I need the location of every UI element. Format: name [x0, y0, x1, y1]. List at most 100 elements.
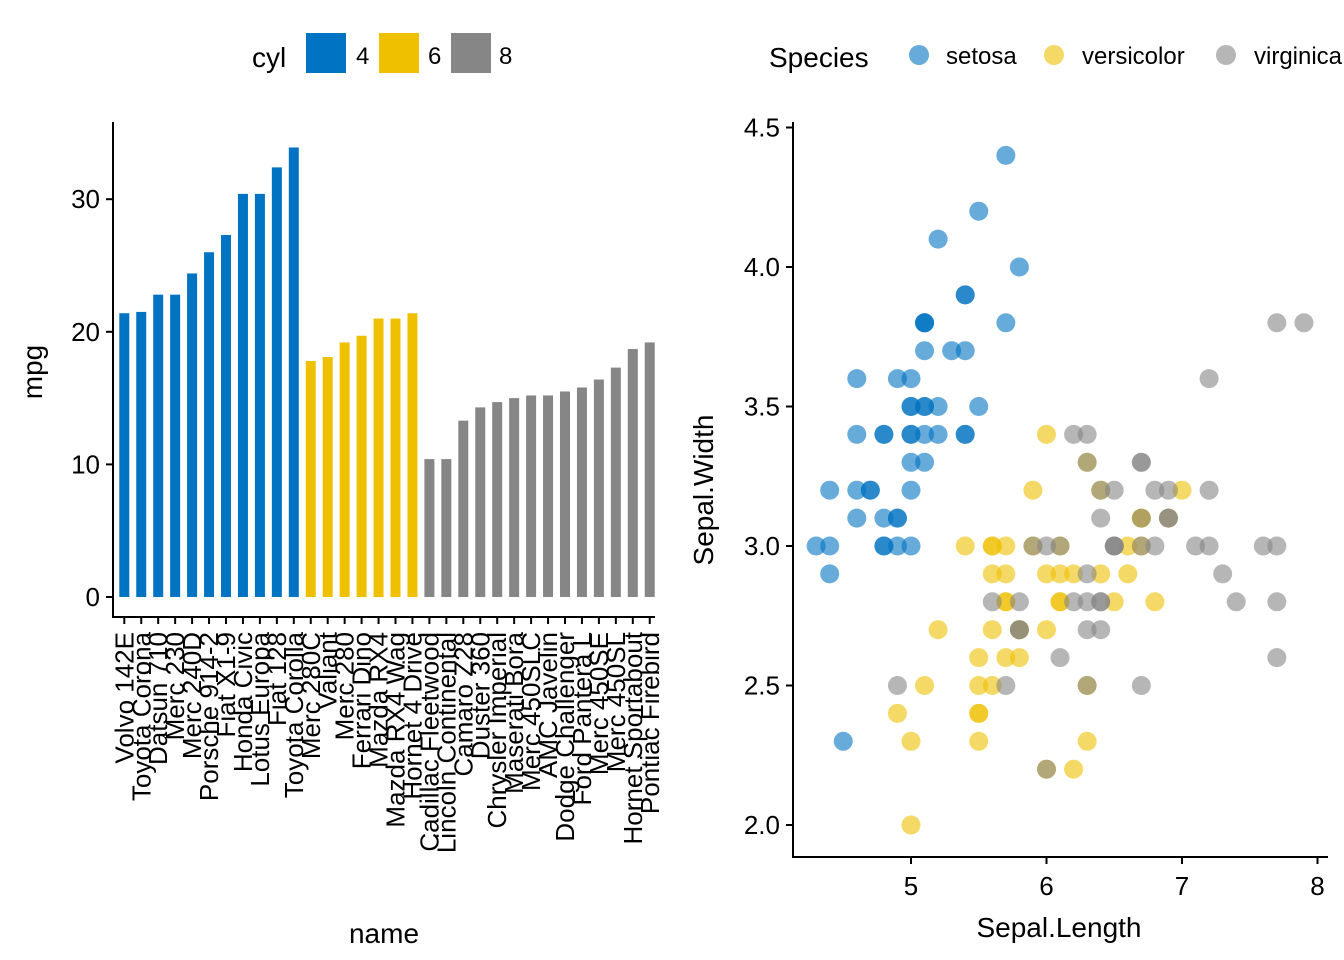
scatter-y-tick-label: 2.5 [744, 671, 780, 701]
scatter-point-virginica [1064, 424, 1084, 444]
bar-y-axis-title: mpg [17, 345, 48, 399]
bar-x-axis-title: name [349, 918, 419, 949]
bar-x-tick-label: Pontiac Firebird [635, 632, 665, 814]
scatter-point-virginica [1226, 592, 1246, 612]
scatter-point-setosa [928, 424, 948, 444]
bar-x-tick-label: Duster 360 [465, 632, 495, 759]
scatter-point-versicolor [955, 536, 975, 556]
scatter-point-virginica [1077, 592, 1097, 612]
bar [407, 313, 418, 597]
bar-x-tick-label: Dodge Challenger [550, 632, 580, 842]
scatter-point-virginica [1091, 620, 1111, 640]
scatter-point-virginica [1037, 759, 1056, 779]
bar [305, 360, 316, 597]
scatter-point-setosa [996, 145, 1016, 165]
scatter-point-setosa [874, 424, 894, 444]
scatter-point-versicolor [1050, 592, 1070, 612]
bar [441, 459, 452, 597]
scatter-point-virginica [1267, 313, 1287, 333]
bar [576, 387, 587, 597]
bar-x-tick-label: Honda Civic [228, 632, 258, 772]
scatter-point-setosa [847, 480, 867, 500]
bar-x-tick-label: Datsun 710 [143, 632, 173, 765]
scatter-point-setosa [915, 397, 935, 416]
bar-x-tick-label: Mazda RX4 [364, 632, 394, 768]
scatter-point-versicolor [1050, 564, 1070, 584]
scatter-point-virginica [1077, 564, 1097, 584]
scatter-point-virginica [1091, 508, 1111, 528]
scatter-point-virginica [1267, 536, 1287, 556]
scatter-point-virginica [1077, 424, 1097, 444]
scatter-point-setosa [955, 285, 975, 305]
scatter-point-setosa [806, 536, 826, 556]
bar-x-tick-label: Hornet Sportabout [618, 631, 648, 844]
scatter-point-setosa [901, 452, 921, 472]
bar [254, 193, 265, 597]
scatter-point-setosa [874, 508, 894, 528]
scatter-y-tick-label: 4.0 [744, 252, 780, 282]
scatter-point-virginica [1253, 536, 1273, 556]
scatter-y-axis-title: Sepal.Width [688, 415, 719, 566]
scatter-legend-title: Species [769, 42, 869, 73]
bar [221, 235, 231, 597]
legend-label-virginica: virginica [1254, 43, 1343, 70]
bar [543, 395, 554, 597]
bar [526, 395, 537, 597]
scatter-point-virginica [1131, 536, 1151, 556]
scatter-point-virginica [1267, 648, 1287, 668]
bar-x-tick-label: Merc 280C [296, 632, 326, 759]
scatter-y-ticks: 2.0 2.5 3.0 3.5 4.0 4.5 [744, 113, 793, 840]
scatter-point-setosa [820, 480, 840, 500]
bar [593, 379, 604, 597]
bar-x-tick-label: Fiat X1-9 [211, 632, 241, 738]
scatter-point-versicolor [1037, 424, 1056, 444]
scatter-point-versicolor [982, 564, 1002, 584]
scatter-point-versicolor [1037, 564, 1056, 584]
scatter-y-tick-label: 4.5 [744, 113, 780, 143]
legend-swatch-6 [379, 33, 419, 73]
scatter-point-virginica [1091, 592, 1111, 612]
scatter-point-virginica [1009, 592, 1029, 612]
scatter-point-virginica [1294, 313, 1314, 333]
scatter-point-setosa [901, 369, 921, 389]
bar [271, 167, 282, 597]
bar-x-tick-label: Merc 450SE [584, 632, 614, 775]
bar [509, 398, 520, 597]
bar [560, 391, 570, 597]
scatter-point-virginica [1145, 536, 1165, 556]
bar [153, 294, 164, 597]
scatter-point-versicolor [996, 536, 1016, 556]
scatter-point-versicolor [982, 536, 1002, 556]
scatter-point-virginica [1158, 508, 1178, 528]
bar-x-tick-label: Toyota Corona [126, 631, 156, 801]
bar [288, 147, 299, 597]
legend-label-versicolor: versicolor [1082, 43, 1185, 70]
bar-y-tick-label: 0 [86, 582, 100, 612]
bar [644, 342, 655, 597]
scatter-point-virginica [1104, 536, 1124, 556]
legend-label-setosa: setosa [946, 43, 1017, 70]
scatter-point-setosa [955, 341, 975, 361]
scatter-point-virginica [1267, 592, 1287, 612]
bar [187, 273, 198, 597]
scatter-point-virginica [1077, 452, 1097, 472]
scatter-point-versicolor [1118, 536, 1138, 556]
scatter-point-versicolor [996, 648, 1016, 668]
bar-x-tick-label: Hornet 4 Drive [397, 632, 427, 800]
scatter-point-versicolor [1172, 480, 1192, 500]
scatter-point-setosa [942, 341, 962, 361]
bar [204, 252, 215, 598]
bar [424, 459, 435, 597]
scatter-point-setosa [969, 397, 989, 416]
scatter-point-setosa [887, 508, 907, 528]
bar-y-tick-label: 30 [71, 184, 100, 214]
bar-x-tick-label: Merc 280 [330, 632, 360, 740]
scatter-point-virginica [1091, 480, 1111, 500]
scatter-y-tick-label: 3.0 [744, 531, 780, 561]
bar [237, 193, 248, 597]
scatter-point-setosa [887, 536, 907, 556]
scatter-point-versicolor [887, 703, 907, 723]
